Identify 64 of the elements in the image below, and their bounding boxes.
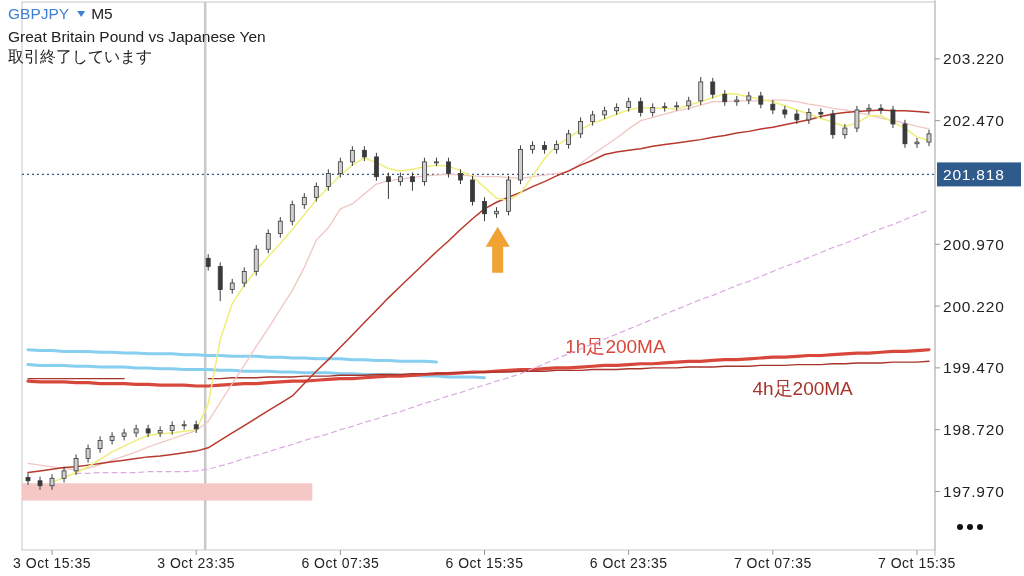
candlestick: [325, 168, 331, 192]
candlestick: [265, 228, 271, 254]
candlestick: [806, 107, 812, 125]
candlestick: [289, 200, 295, 226]
candlestick: [446, 157, 451, 179]
candlestick: [373, 152, 379, 182]
y-tick-label: 202.470: [943, 112, 1005, 130]
y-tick-label: 203.220: [943, 50, 1005, 68]
candlestick: [422, 157, 427, 187]
candlestick: [49, 473, 55, 491]
candlestick: [121, 428, 127, 441]
x-tick-label: 3 Oct 23:35: [157, 555, 236, 571]
candlestick: [313, 181, 319, 202]
candlestick: [386, 172, 391, 200]
x-tick-label: 6 Oct 23:35: [589, 555, 668, 571]
y-tick-label: 199.470: [943, 359, 1005, 377]
line-series: [26, 348, 438, 364]
ref-line-label: 201.818: [943, 165, 1005, 183]
candlestick: [638, 97, 644, 118]
y-tick-label: 197.970: [943, 482, 1005, 500]
candlestick: [482, 196, 487, 222]
candlestick: [890, 105, 896, 129]
candlestick: [133, 424, 139, 438]
candlestick: [854, 105, 860, 133]
candlestick: [470, 175, 475, 207]
x-tick-label: 7 Oct 07:35: [733, 555, 812, 571]
y-tick-label: 200.970: [943, 235, 1005, 253]
x-tick-label: 7 Oct 15:35: [878, 555, 956, 571]
x-tick-label: 6 Oct 07:35: [301, 555, 380, 571]
candlestick: [349, 145, 355, 167]
annotation: M5: [91, 5, 113, 22]
candlestick: [253, 244, 259, 277]
candlestick: [337, 157, 343, 179]
candlestick: [698, 76, 704, 106]
series-label: 1h足200MA: [565, 336, 666, 358]
candlestick: [277, 216, 283, 239]
chart-title: GBPJPY: [8, 5, 70, 22]
candlestick: [25, 472, 31, 486]
candlestick: [145, 424, 151, 438]
candlestick: [73, 453, 79, 476]
candlestick: [902, 119, 908, 149]
candlestick: [710, 77, 716, 99]
candlestick: [818, 107, 824, 119]
candlestick: [217, 261, 223, 302]
candlestick: [85, 444, 91, 464]
y-tick-label: 198.720: [943, 421, 1005, 439]
x-tick-label: 6 Oct 15:35: [445, 555, 524, 571]
candlestick: [578, 116, 584, 139]
candlestick: [37, 476, 43, 491]
candlestick: [878, 103, 884, 115]
x-tick-label: 3 Oct 15:35: [13, 555, 91, 571]
candlestick: [109, 431, 115, 446]
candlestick: [830, 109, 836, 140]
candlestick: [97, 435, 103, 454]
y-tick-label: 200.220: [943, 297, 1005, 315]
annotation: 取引終了しています: [8, 48, 152, 65]
candlestick: [866, 103, 872, 115]
candlestick: [842, 123, 848, 140]
candlestick: [241, 266, 247, 288]
series-label: 4h足200MA: [752, 377, 854, 399]
text: Great Britain Pound vs Japanese Yen: [8, 28, 266, 45]
candlestick: [566, 129, 571, 150]
candlestick: [914, 137, 920, 149]
candlestick: [410, 172, 415, 192]
